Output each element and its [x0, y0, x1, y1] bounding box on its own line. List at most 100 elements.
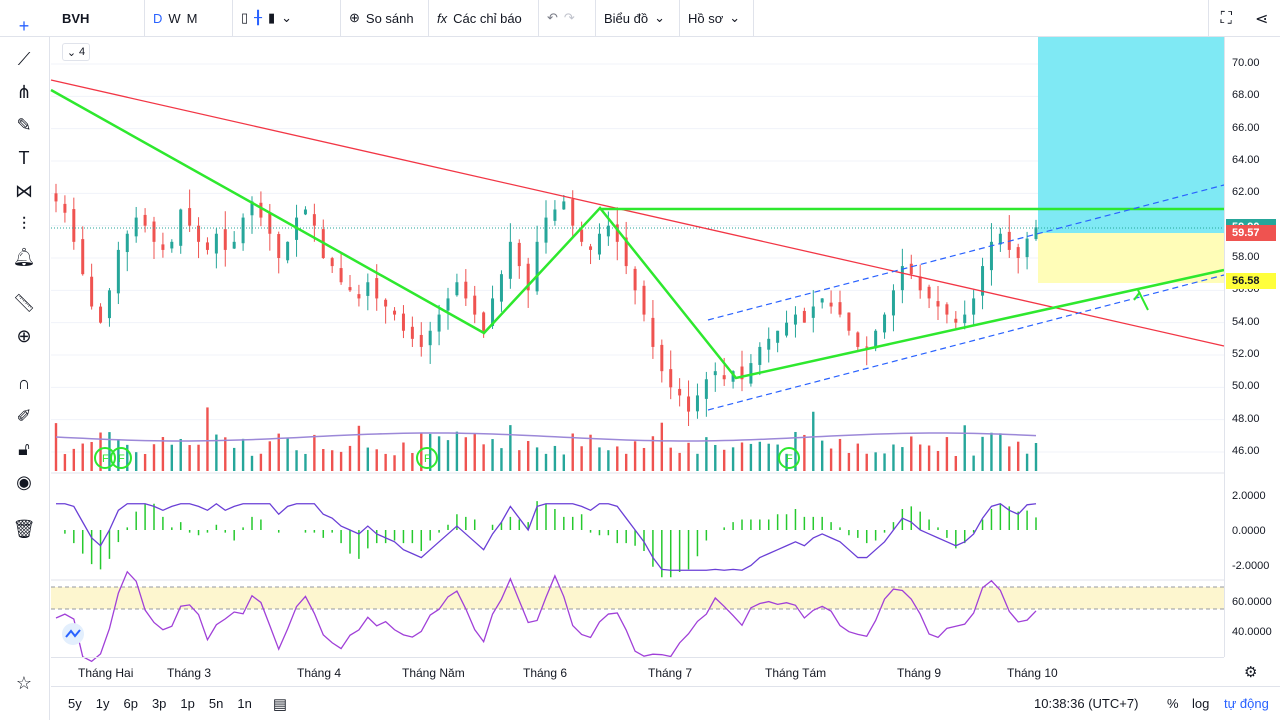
chevron-down-icon[interactable]: ⌄: [281, 10, 293, 25]
candle-body[interactable]: [81, 239, 85, 275]
candle-body[interactable]: [678, 388, 682, 396]
candle-body[interactable]: [535, 241, 539, 292]
candle-body[interactable]: [99, 306, 103, 323]
candle-body[interactable]: [1016, 247, 1020, 258]
candle-body[interactable]: [553, 209, 557, 221]
candle-body[interactable]: [785, 322, 789, 336]
forecast-icon[interactable]: ⫶: [21, 213, 27, 234]
candles-style-icon[interactable]: ╂: [254, 10, 262, 25]
candle-body[interactable]: [695, 395, 699, 412]
candle-body[interactable]: [856, 332, 860, 347]
event-marker[interactable]: [110, 447, 132, 469]
candle-body[interactable]: [865, 346, 869, 348]
candle-body[interactable]: [446, 298, 450, 311]
candle-body[interactable]: [847, 312, 851, 331]
price-axis[interactable]: [1224, 37, 1280, 657]
candle-body[interactable]: [606, 225, 610, 237]
compare-button[interactable]: ⊕ So sánh: [341, 0, 429, 37]
candle-body[interactable]: [731, 371, 735, 382]
candle-body[interactable]: [802, 310, 806, 323]
interval-w[interactable]: W: [168, 10, 181, 26]
indicators-button[interactable]: fx Các chỉ báo: [429, 0, 539, 37]
range-button[interactable]: 3p: [151, 696, 167, 711]
candle-body[interactable]: [829, 302, 833, 307]
candle-body[interactable]: [54, 193, 58, 202]
candle-body[interactable]: [170, 241, 174, 249]
candle-body[interactable]: [909, 263, 913, 275]
candle-body[interactable]: [722, 375, 726, 380]
candle-body[interactable]: [704, 379, 708, 399]
candle-body[interactable]: [811, 306, 815, 318]
percent-toggle[interactable]: %: [1167, 696, 1179, 711]
eye-icon[interactable]: ◉: [16, 471, 32, 492]
candle-body[interactable]: [972, 298, 976, 315]
bars-style-icon[interactable]: ▯: [241, 10, 249, 25]
undo-icon[interactable]: ↶: [547, 10, 558, 25]
event-marker[interactable]: [416, 447, 438, 469]
trash-icon[interactable]: 🗑︎: [12, 518, 36, 539]
candle-body[interactable]: [205, 242, 209, 250]
candle-body[interactable]: [143, 214, 147, 226]
candle-body[interactable]: [900, 266, 904, 291]
candle-body[interactable]: [473, 295, 477, 315]
candle-body[interactable]: [989, 241, 993, 271]
chart-menu-button[interactable]: Biểu đồ ⌄: [596, 0, 680, 37]
candle-body[interactable]: [152, 221, 156, 242]
candle-body[interactable]: [963, 314, 967, 324]
range-button[interactable]: 1p: [180, 696, 195, 711]
candle-body[interactable]: [838, 302, 842, 315]
fullscreen-icon[interactable]: ⛶: [1220, 9, 1232, 27]
candle-body[interactable]: [277, 234, 281, 258]
candle-body[interactable]: [259, 202, 263, 218]
interval-d[interactable]: D: [153, 10, 163, 26]
candle-body[interactable]: [954, 318, 958, 323]
candle-body[interactable]: [197, 225, 201, 242]
candle-body[interactable]: [303, 209, 307, 215]
candle-body[interactable]: [544, 217, 548, 243]
candle-body[interactable]: [597, 233, 601, 255]
candle-body[interactable]: [161, 244, 165, 250]
candle-body[interactable]: [1025, 238, 1029, 258]
candle-body[interactable]: [384, 299, 388, 307]
symbol-search[interactable]: BVH: [0, 0, 145, 37]
candle-body[interactable]: [793, 314, 797, 325]
candle-body[interactable]: [517, 242, 521, 267]
candle-body[interactable]: [339, 268, 343, 283]
candle-body[interactable]: [90, 276, 94, 307]
candle-body[interactable]: [918, 276, 922, 291]
candle-body[interactable]: [241, 217, 245, 244]
pitchfork-icon[interactable]: ⋔: [16, 81, 32, 102]
interval-m[interactable]: M: [186, 10, 198, 26]
candle-body[interactable]: [687, 396, 691, 412]
candle-body[interactable]: [633, 268, 637, 291]
channel-lower-line[interactable]: [707, 274, 1225, 411]
candle-body[interactable]: [927, 286, 931, 299]
candle-body[interactable]: [580, 229, 584, 242]
candle-body[interactable]: [767, 338, 771, 350]
candle-body[interactable]: [116, 249, 120, 294]
candle-body[interactable]: [393, 310, 397, 315]
candle-body[interactable]: [357, 294, 361, 299]
candle-body[interactable]: [375, 278, 379, 299]
candle-body[interactable]: [223, 229, 227, 250]
candle-body[interactable]: [464, 281, 468, 299]
candle-body[interactable]: [491, 298, 495, 326]
log-toggle[interactable]: log: [1192, 696, 1210, 711]
candle-body[interactable]: [776, 330, 780, 343]
alert-bell-icon[interactable]: 🔔︎: [12, 246, 36, 267]
range-button[interactable]: 6p: [123, 696, 138, 711]
star-icon[interactable]: ☆: [15, 672, 33, 693]
candle-body[interactable]: [499, 274, 503, 302]
lock-icon[interactable]: 🔓︎: [18, 438, 30, 459]
candle-body[interactable]: [883, 314, 887, 333]
lock-drawing-icon[interactable]: ✐: [16, 405, 32, 426]
candle-body[interactable]: [401, 313, 405, 331]
candle-body[interactable]: [642, 285, 646, 315]
time-axis[interactable]: Tháng Hai Tháng 3 Tháng 4 Tháng Năm Tháng 6 T…: [51, 657, 1224, 685]
candle-body[interactable]: [669, 369, 673, 388]
crosshair-icon[interactable]: +: [18, 15, 30, 36]
range-button[interactable]: 5y: [68, 696, 82, 711]
candle-body[interactable]: [589, 246, 593, 250]
candle-body[interactable]: [330, 258, 334, 267]
candle-body[interactable]: [455, 282, 459, 296]
